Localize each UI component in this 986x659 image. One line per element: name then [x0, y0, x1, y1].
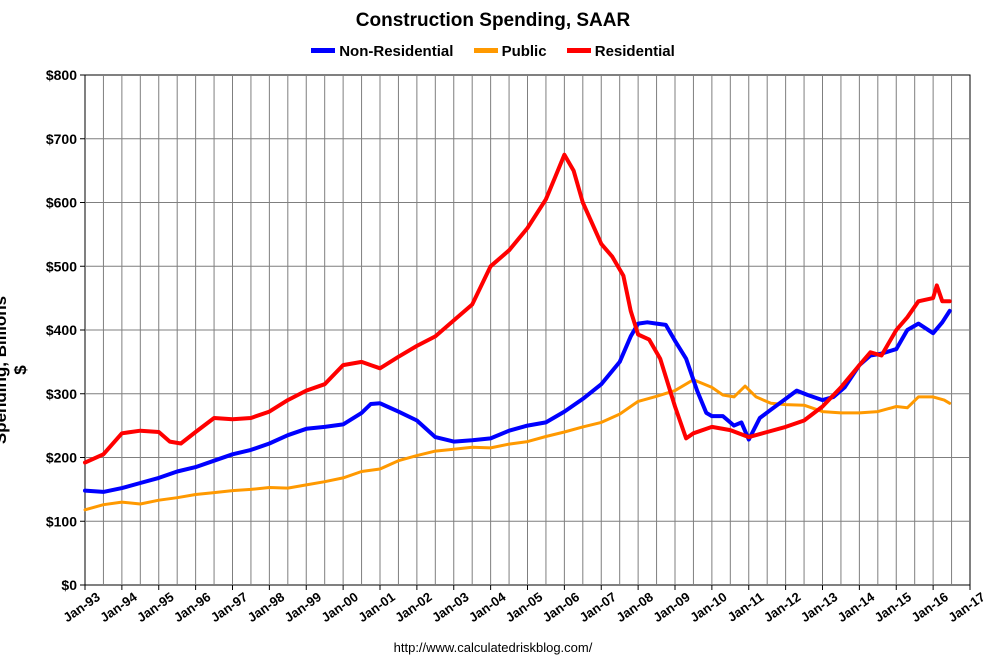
x-tick-label: Jan-04: [466, 589, 509, 625]
series-line-public: [83, 378, 952, 512]
source-note: http://www.calculatedriskblog.com/: [393, 640, 593, 655]
x-tick-label: Jan-08: [613, 589, 655, 625]
y-tick-label: $500: [46, 258, 77, 274]
x-tick-label: Jan-97: [208, 589, 250, 625]
x-tick-label: Jan-10: [687, 589, 729, 625]
chart-title: Construction Spending, SAAR: [355, 10, 631, 31]
x-tick-label: Jan-99: [282, 589, 324, 625]
series-lines: [83, 152, 952, 512]
x-tick-label: Jan-94: [97, 589, 140, 625]
x-tick-label: Jan-05: [503, 589, 545, 625]
y-tick-label: $200: [46, 450, 77, 466]
x-tick-label: Jan-01: [355, 589, 397, 625]
x-tick-label: Jan-03: [429, 589, 471, 625]
y-tick-label: $400: [46, 322, 77, 338]
y-tick-label: $300: [46, 386, 77, 402]
legend-swatch-residential: [566, 47, 591, 53]
x-tick-label: Jan-17: [945, 589, 986, 625]
legend-item-non-residential: Non-Residential: [311, 43, 453, 60]
y-axis-ticks: $0 $100 $200 $300 $400 $500 $600 $700 $800: [46, 67, 85, 593]
x-tick-label: Jan-09: [650, 589, 692, 625]
y-tick-label: $800: [46, 67, 77, 83]
x-tick-label: Jan-06: [540, 589, 582, 625]
legend-swatch-public: [473, 47, 498, 53]
x-axis-ticks: Jan-93Jan-94Jan-95Jan-96Jan-97Jan-98Jan-…: [60, 585, 986, 625]
x-tick-label: Jan-16: [908, 589, 950, 625]
x-tick-label: Jan-95: [134, 589, 176, 625]
x-tick-label: Jan-15: [872, 589, 914, 625]
y-tick-label: $0: [61, 577, 77, 593]
legend: Non-Residential Public Residential: [0, 43, 986, 60]
x-tick-label: Jan-98: [245, 589, 287, 625]
series-line-residential: [83, 152, 952, 465]
x-tick-label: Jan-07: [577, 589, 619, 625]
x-tick-label: Jan-96: [171, 589, 213, 625]
x-tick-label: Jan-02: [392, 589, 434, 625]
legend-label-public: Public: [501, 43, 547, 60]
x-tick-label: Jan-13: [798, 589, 840, 625]
legend-item-residential: Residential: [566, 43, 675, 60]
y-tick-label: $600: [46, 195, 77, 211]
x-tick-label: Jan-00: [318, 589, 360, 625]
legend-label-non-residential: Non-Residential: [339, 43, 454, 60]
legend-item-public: Public: [473, 43, 547, 60]
legend-swatch-non-residential: [311, 47, 336, 53]
x-tick-label: Jan-12: [761, 589, 803, 625]
x-tick-label: Jan-11: [725, 589, 767, 625]
x-tick-label: Jan-14: [835, 589, 878, 625]
legend-label-residential: Residential: [594, 43, 675, 60]
x-tick-label: Jan-93: [60, 589, 102, 625]
y-tick-label: $100: [46, 513, 77, 529]
y-tick-label: $700: [46, 131, 77, 147]
